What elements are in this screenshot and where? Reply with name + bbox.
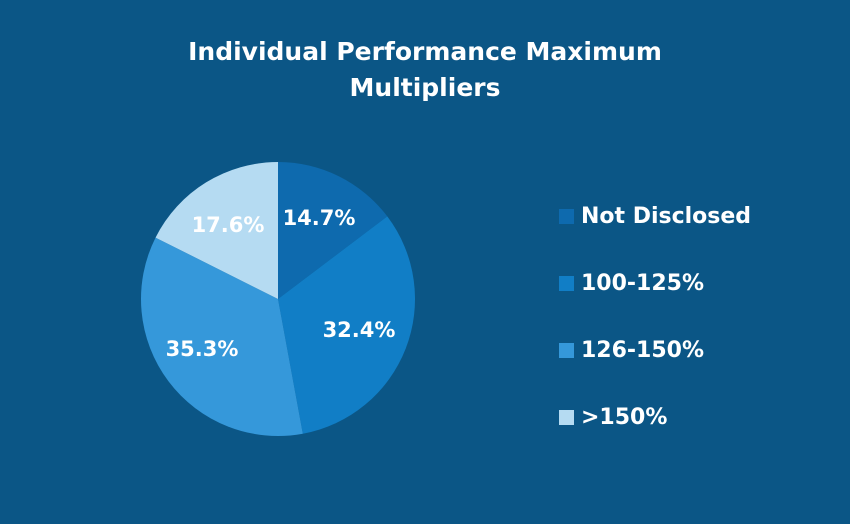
chart-title: Individual Performance Maximum Multiplie… <box>0 34 850 106</box>
legend-label: Not Disclosed <box>581 203 752 229</box>
legend-swatch <box>559 275 574 291</box>
legend-item: 126-150% <box>559 333 819 367</box>
legend-item: >150% <box>559 400 819 434</box>
chart-legend: Not Disclosed 100-125% 126-150% >150% <box>559 199 819 467</box>
chart-title-line-1: Individual Performance Maximum <box>188 37 662 66</box>
legend-item: 100-125% <box>559 266 819 300</box>
legend-label: 100-125% <box>581 270 705 296</box>
legend-swatch <box>559 342 574 358</box>
slice-label-1: 14.7% <box>283 206 356 230</box>
pie-slice-150 <box>155 162 278 299</box>
pie-slice-not-disclosed <box>278 162 388 299</box>
slice-label-4: 17.6% <box>192 213 265 237</box>
pie-slice-126-150 <box>141 237 303 436</box>
pie-slice-100-125 <box>278 216 416 434</box>
legend-label: 126-150% <box>581 337 705 363</box>
legend-label: >150% <box>581 404 668 430</box>
chart-title-line-2: Multipliers <box>349 73 501 102</box>
slice-label-3: 35.3% <box>166 337 239 361</box>
legend-swatch <box>559 409 574 425</box>
legend-item: Not Disclosed <box>559 199 819 233</box>
legend-swatch <box>559 208 574 224</box>
slice-label-2: 32.4% <box>323 318 396 342</box>
